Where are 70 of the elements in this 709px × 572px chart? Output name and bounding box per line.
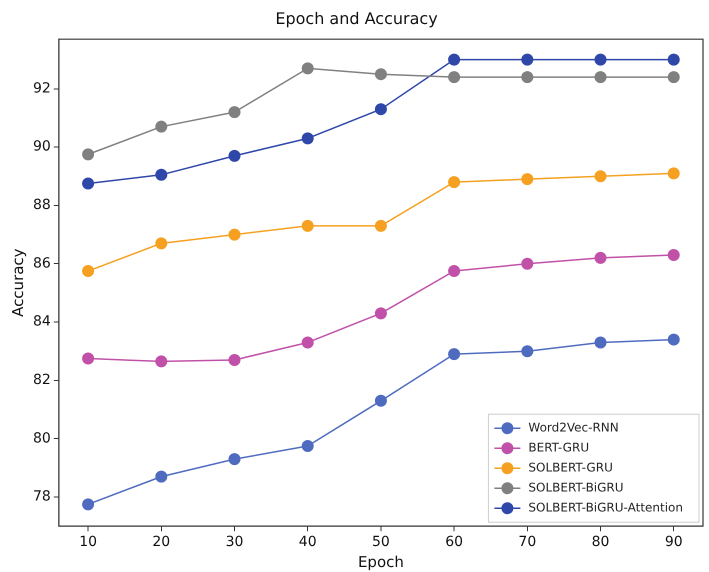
point (448, 71, 460, 84)
y-axis-title: Accuracy (8, 248, 27, 317)
point (448, 265, 460, 278)
point (594, 252, 607, 264)
point (228, 106, 240, 118)
point (82, 265, 94, 278)
point (374, 220, 387, 232)
y-tick-label: 90 (32, 138, 51, 155)
point (668, 334, 680, 346)
point (521, 258, 534, 270)
point (521, 71, 534, 84)
point (228, 453, 240, 466)
point (594, 54, 607, 66)
x-axis-title: Epoch (358, 552, 404, 571)
y-tick-label: 80 (32, 430, 51, 446)
x-tick-label: 60 (445, 534, 464, 550)
y-tick-label: 78 (32, 488, 51, 505)
point (155, 470, 168, 483)
point (155, 120, 168, 133)
legend-label: SOLBERT-GRU (528, 460, 613, 474)
point (155, 237, 168, 250)
legend-label: Word2Vec-RNN (528, 420, 619, 434)
legend-label: SOLBERT-BiGRU-Attention (528, 500, 683, 514)
x-tick-label: 80 (592, 534, 610, 550)
point (82, 498, 94, 510)
point (594, 71, 607, 84)
point (668, 248, 680, 261)
point (374, 394, 387, 407)
point (594, 170, 607, 182)
point (155, 355, 168, 368)
point (82, 148, 94, 160)
legend-label: SOLBERT-BiGRU (528, 480, 624, 494)
point (521, 54, 534, 66)
x-tick-label: 30 (226, 534, 244, 550)
point (448, 54, 460, 66)
y-tick-label: 92 (32, 80, 51, 96)
legend-label: BERT-GRU (528, 440, 590, 454)
point (82, 352, 94, 365)
y-tick-label: 84 (32, 314, 51, 330)
point (374, 103, 387, 116)
point (302, 336, 314, 348)
chart-title: Epoch and Accuracy (275, 8, 438, 28)
point (521, 345, 534, 358)
point (302, 132, 314, 144)
x-tick-label: 50 (372, 534, 390, 550)
point (594, 336, 607, 348)
point (155, 168, 168, 181)
x-tick-label: 20 (152, 534, 170, 550)
point (228, 228, 240, 241)
x-tick-label: 70 (518, 534, 536, 550)
point (228, 150, 240, 162)
y-tick-label: 88 (32, 197, 51, 214)
x-tick-label: 90 (664, 534, 683, 550)
point (374, 307, 387, 320)
x-tick-label: 40 (298, 534, 317, 550)
point (374, 68, 387, 80)
point (668, 54, 680, 66)
point (302, 220, 314, 232)
point (668, 167, 680, 180)
point (82, 178, 94, 190)
point (521, 173, 534, 186)
point (302, 62, 314, 74)
y-tick-label: 86 (32, 255, 51, 272)
point (228, 354, 240, 366)
point (448, 348, 460, 360)
x-tick-label: 10 (79, 534, 98, 550)
point (668, 71, 680, 84)
point (448, 176, 460, 188)
point (302, 440, 314, 452)
y-tick-label: 82 (32, 372, 51, 388)
